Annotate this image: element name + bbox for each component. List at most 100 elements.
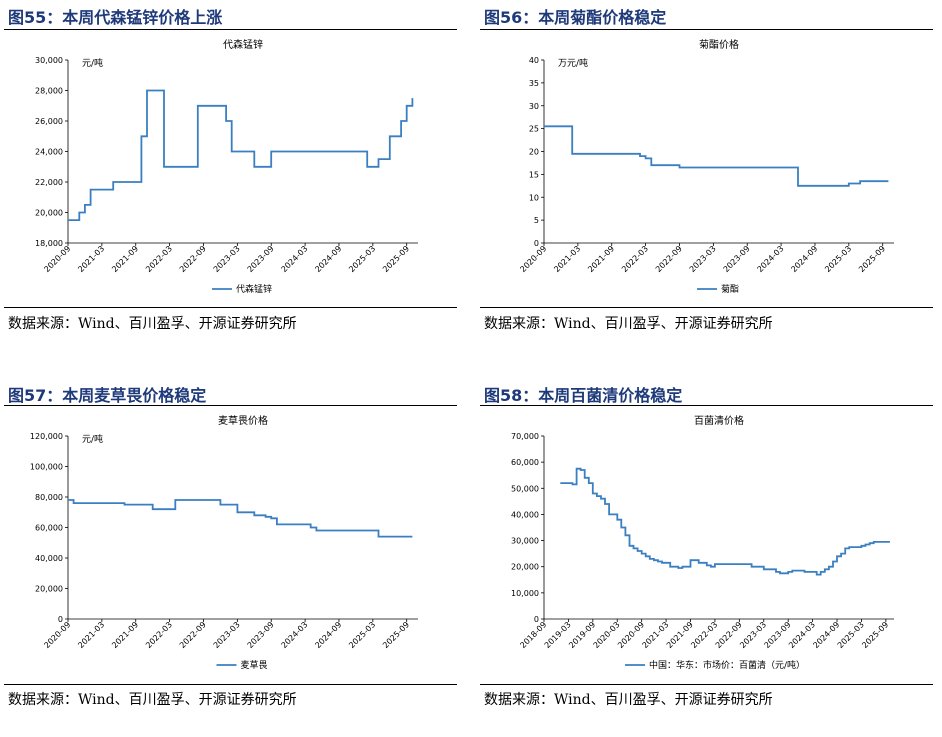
x-tick-label: 2024-09 bbox=[313, 620, 343, 650]
series-line bbox=[560, 467, 890, 576]
y-tick-label: 100,000 bbox=[30, 463, 63, 472]
y-tick-label: 60,000 bbox=[35, 524, 63, 533]
chart-title: 代森锰锌 bbox=[223, 38, 263, 51]
y-tick-label: 20,000 bbox=[511, 563, 539, 572]
y-tick-label: 80,000 bbox=[35, 493, 63, 502]
series-line bbox=[68, 499, 413, 538]
y-tick-label: 10 bbox=[529, 193, 539, 202]
figure-title: 图57：本周麦草畏价格稳定 bbox=[8, 386, 207, 405]
y-tick-label: 0 bbox=[58, 615, 63, 624]
y-tick-label: 20,000 bbox=[35, 209, 63, 218]
y-tick-label: 30,000 bbox=[511, 537, 539, 546]
y-tick-label: 26,000 bbox=[35, 117, 63, 126]
chart-svg: 百菌清价格 0 10,000 20,000 30,000 40,000 50,000 60,0… bbox=[511, 414, 894, 671]
x-tick-label: 2021-09 bbox=[586, 244, 616, 274]
source-rule bbox=[4, 307, 457, 308]
x-tick-label: 2025-09 bbox=[381, 620, 411, 650]
x-tick-label: 2024-09 bbox=[789, 244, 819, 274]
x-tick-label: 2022-03 bbox=[620, 244, 650, 274]
x-tick-label: 2022-09 bbox=[654, 244, 684, 274]
x-tick-label: 2024-03 bbox=[280, 244, 310, 274]
x-tick-label: 2021-03 bbox=[76, 244, 106, 274]
chart-panel-2: 图56：本周菊酯价格稳定 菊酯价格 万元/吨 0 5 10 15 20 25 30 35 40 202… bbox=[476, 0, 937, 359]
x-tick-label: 2021-03 bbox=[76, 620, 106, 650]
legend-label: 中国：华东：市场价：百菌清（元/吨） bbox=[649, 659, 805, 671]
title-rule bbox=[4, 29, 457, 30]
y-tick-label: 70,000 bbox=[511, 432, 539, 441]
chart-panel-4: 图58：本周百菌清价格稳定 百菌清价格 0 10,000 20,000 30,000 40… bbox=[476, 378, 937, 737]
source-note: 数据来源：Wind、百川盈孚、开源证券研究所 bbox=[484, 692, 773, 708]
x-tick-label: 2025-03 bbox=[347, 244, 377, 274]
x-tick-label: 2023-03 bbox=[688, 244, 718, 274]
y-tick-label: 25 bbox=[529, 125, 539, 134]
y-tick-label: 24,000 bbox=[35, 148, 63, 157]
y-tick-label: 120,000 bbox=[30, 432, 63, 441]
chart-panel-1: 图55：本周代森锰锌价格上涨 代森锰锌 元/吨 18,000 20,000 22,000… bbox=[0, 0, 461, 359]
x-tick-label: 2022-03 bbox=[144, 244, 174, 274]
figure-title: 图55：本周代森锰锌价格上涨 bbox=[8, 8, 223, 27]
x-tick-label: 2024-03 bbox=[756, 244, 786, 274]
chart-title: 百菌清价格 bbox=[694, 414, 744, 427]
x-tick-label: 2025-09 bbox=[857, 244, 887, 274]
unit-label: 元/吨 bbox=[82, 57, 103, 69]
y-tick-label: 20 bbox=[529, 148, 539, 157]
y-tick-label: 40 bbox=[529, 56, 539, 65]
legend-label: 菊酯 bbox=[721, 284, 739, 295]
x-tick-label: 2022-03 bbox=[144, 620, 174, 650]
y-tick-label: 40,000 bbox=[511, 510, 539, 519]
chart-title: 菊酯价格 bbox=[699, 38, 739, 51]
source-note: 数据来源：Wind、百川盈孚、开源证券研究所 bbox=[484, 316, 773, 332]
source-note: 数据来源：Wind、百川盈孚、开源证券研究所 bbox=[8, 692, 297, 708]
x-tick-label: 2021-09 bbox=[110, 244, 140, 274]
x-tick-label: 2020-09 bbox=[42, 244, 72, 274]
y-tick-label: 22,000 bbox=[35, 178, 63, 187]
y-tick-label: 20,000 bbox=[35, 585, 63, 594]
legend-label: 麦草畏 bbox=[241, 659, 268, 671]
x-tick-label: 2025-03 bbox=[347, 620, 377, 650]
source-rule bbox=[480, 307, 933, 308]
x-tick-label: 2021-09 bbox=[110, 620, 140, 650]
y-tick-label: 30 bbox=[529, 102, 539, 111]
x-tick-label: 2025-03 bbox=[823, 244, 853, 274]
y-tick-label: 40,000 bbox=[35, 554, 63, 563]
figure-title: 图56：本周菊酯价格稳定 bbox=[484, 8, 667, 27]
y-tick-label: 60,000 bbox=[511, 458, 539, 467]
x-tick-label: 2020-09 bbox=[42, 620, 72, 650]
y-tick-label: 10,000 bbox=[511, 589, 539, 598]
x-tick-label: 2024-03 bbox=[280, 620, 310, 650]
x-tick-label: 2022-09 bbox=[178, 620, 208, 650]
source-rule bbox=[480, 684, 933, 685]
chart-svg: 代森锰锌元/吨18,00020,00022,00024,00026,00028,… bbox=[35, 38, 418, 295]
x-tick-label: 2023-03 bbox=[212, 244, 242, 274]
chart-title: 麦草畏价格 bbox=[218, 414, 268, 427]
y-tick-label: 28,000 bbox=[35, 87, 63, 96]
source-rule bbox=[4, 684, 457, 685]
title-rule bbox=[4, 405, 457, 406]
title-rule bbox=[480, 405, 933, 406]
legend-label: 代森锰锌 bbox=[236, 283, 272, 295]
unit-label: 元/吨 bbox=[82, 433, 103, 445]
y-tick-label: 35 bbox=[529, 79, 539, 88]
y-tick-label: 50,000 bbox=[511, 484, 539, 493]
x-tick-label: 2024-09 bbox=[313, 244, 343, 274]
y-tick-label: 5 bbox=[534, 216, 539, 225]
x-tick-label: 2023-03 bbox=[212, 620, 242, 650]
x-tick-label: 2023-09 bbox=[722, 244, 752, 274]
unit-label: 万元/吨 bbox=[558, 57, 588, 69]
x-tick-label: 2020-09 bbox=[518, 244, 548, 274]
y-tick-label: 0 bbox=[534, 615, 539, 624]
figure-title: 图58：本周百菌清价格稳定 bbox=[484, 386, 683, 405]
y-tick-label: 15 bbox=[529, 170, 539, 179]
x-tick-label: 2025-09 bbox=[381, 244, 411, 274]
title-rule bbox=[480, 29, 933, 30]
x-tick-label: 2021-03 bbox=[552, 244, 582, 274]
series-line bbox=[68, 89, 414, 221]
chart-panel-3: 图57：本周麦草畏价格稳定 麦草畏价格元/吨 0 20,000 40,000 60,00… bbox=[0, 378, 461, 737]
x-tick-label: 2023-09 bbox=[246, 244, 276, 274]
y-tick-label: 30,000 bbox=[35, 56, 63, 65]
series-line bbox=[544, 125, 889, 187]
source-note: 数据来源：Wind、百川盈孚、开源证券研究所 bbox=[8, 316, 297, 332]
x-tick-label: 2025-09 bbox=[860, 620, 890, 650]
